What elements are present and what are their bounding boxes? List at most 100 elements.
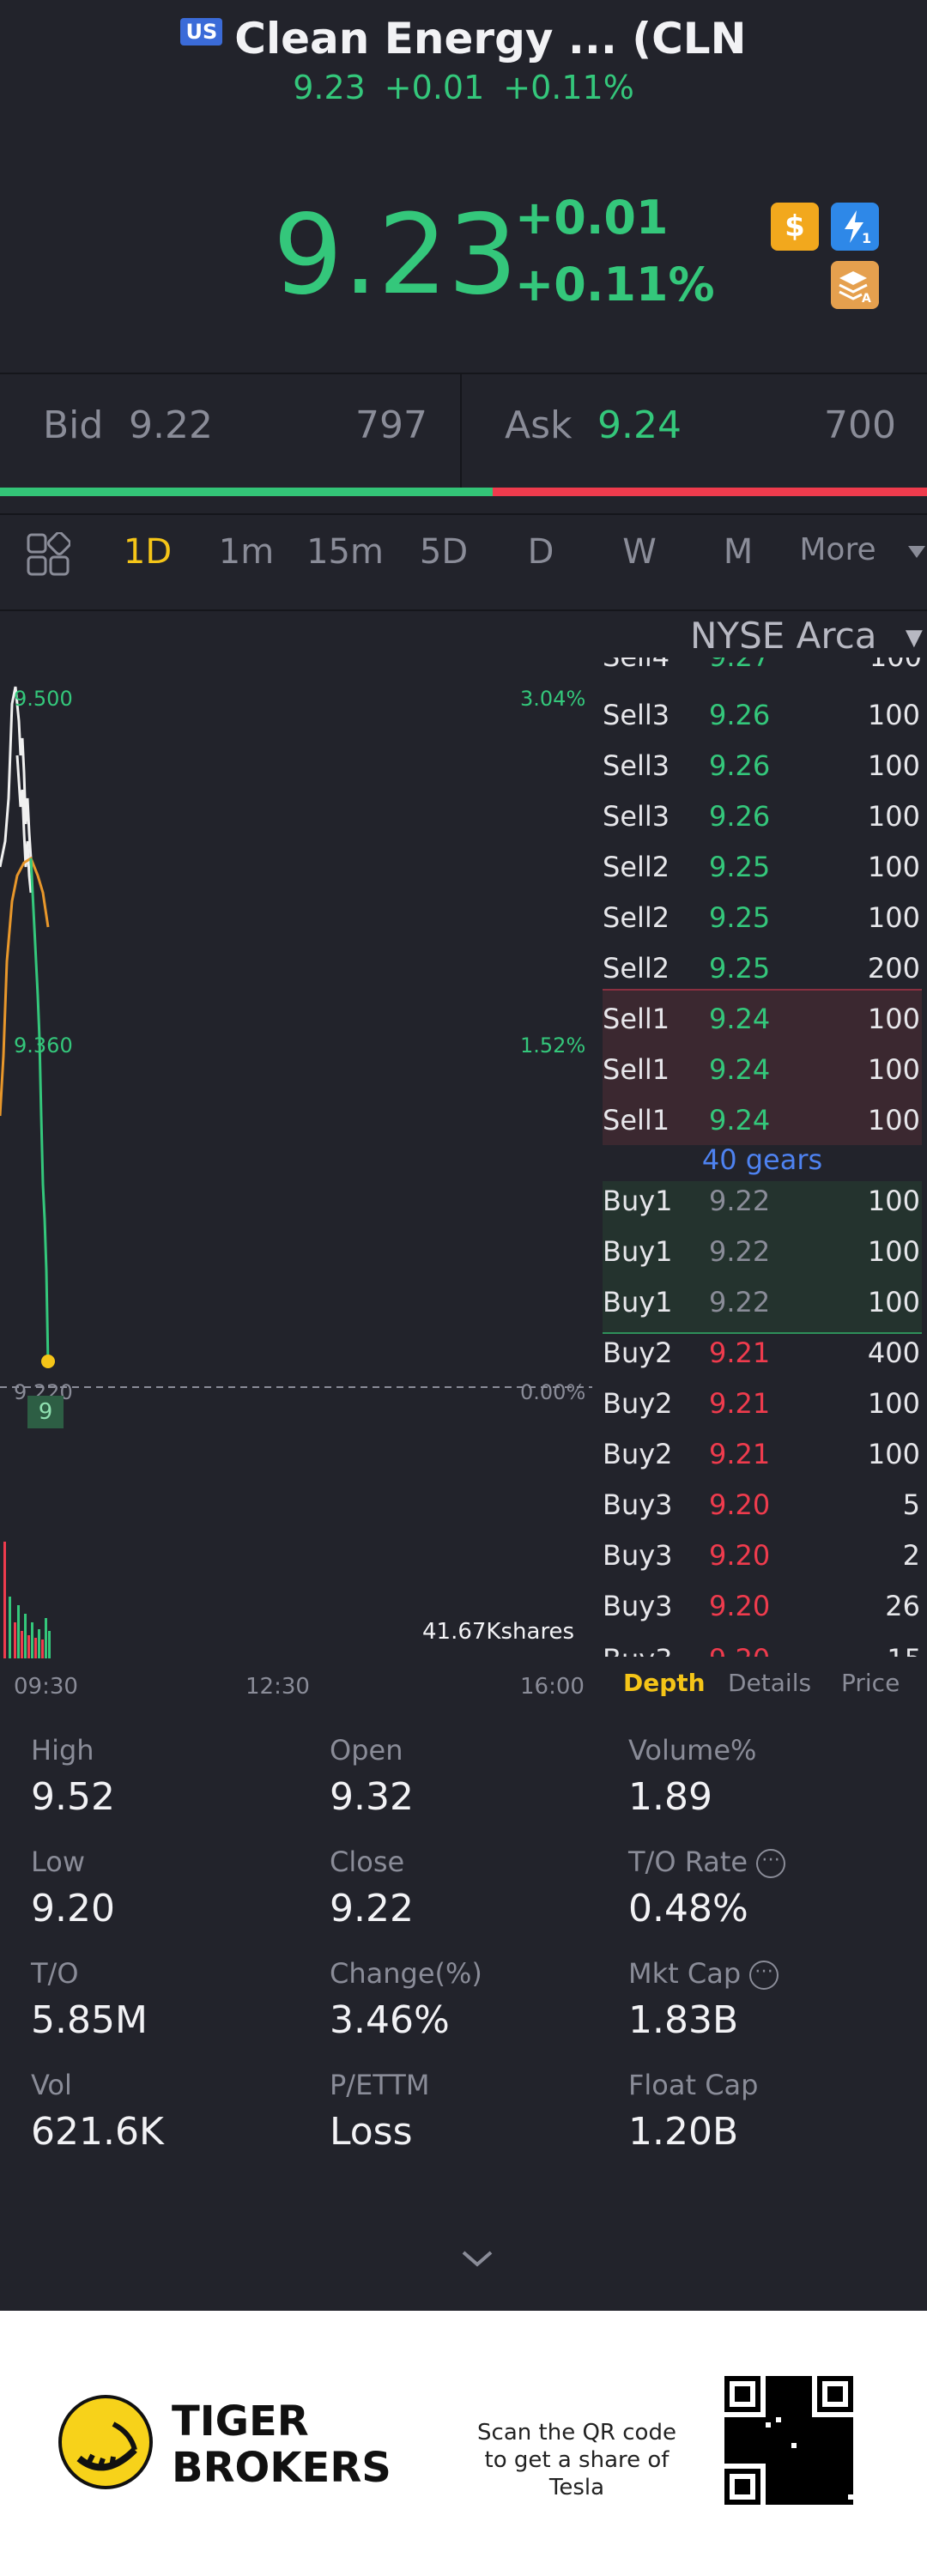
tab-w[interactable]: W [622, 532, 657, 572]
grid-icon[interactable] [26, 531, 71, 580]
exchange-label: NYSE Arca [690, 615, 877, 657]
tiger-logo-icon [58, 2395, 153, 2489]
depth-row-label: Buy3 [603, 1539, 673, 1572]
depth-row[interactable]: Buy3 9.20 26 [603, 1581, 922, 1631]
avg-line [0, 856, 50, 1117]
gears-label[interactable]: 40 gears [701, 1143, 823, 1176]
depth-row-label: Sell3 [603, 699, 670, 731]
trade-marker[interactable]: 9 [27, 1396, 64, 1428]
depth-row[interactable]: Buy2 9.21 100 [603, 1379, 922, 1428]
tab-d[interactable]: D [527, 532, 554, 572]
depth-row-label: Sell3 [603, 800, 670, 833]
stat-value: 5.85M [31, 1998, 148, 2042]
depth-row-qty: 100 [867, 851, 920, 883]
exchange-selector[interactable]: NYSE Arca ▼ [690, 615, 923, 657]
stat-label-text: Vol [31, 2069, 72, 2101]
tab-1m[interactable]: 1m [218, 532, 275, 572]
tab-details[interactable]: Details [728, 1669, 812, 1697]
stat-value: 1.89 [628, 1775, 712, 1819]
depth-row-label: Sell3 [603, 749, 670, 782]
stock-name: Clean Energy ... (CLN [234, 14, 747, 64]
svg-text:A: A [862, 292, 871, 304]
depth-row[interactable]: Sell3 9.26 100 [603, 791, 922, 841]
tab-more[interactable]: More [799, 532, 876, 567]
stat-value: 9.20 [31, 1887, 115, 1930]
depth-row-qty: 100 [867, 1185, 920, 1217]
sell1-highlight [603, 989, 922, 1145]
tab-price[interactable]: Price [841, 1669, 900, 1697]
depth-row-price: 9.25 [709, 901, 771, 934]
current-price: 9.23 [273, 191, 518, 319]
depth-tabs: Depth Details Price [603, 1662, 927, 1705]
stat-label-text: Mkt Cap [628, 1957, 742, 1990]
layers-icon[interactable]: A [831, 261, 879, 309]
header-change-pct: +0.11% [503, 69, 634, 106]
depth-row-price: 9.22 [709, 1286, 771, 1318]
stat-label: Open [330, 1734, 403, 1767]
time-label-close: 16:00 [520, 1674, 585, 1700]
depth-row[interactable]: Sell2 9.25 100 [603, 842, 922, 892]
tab-m[interactable]: M [723, 532, 754, 572]
flash-icon[interactable]: 1 [831, 203, 879, 251]
depth-row-qty: 400 [867, 1336, 920, 1369]
depth-row[interactable]: Sell2 9.25 100 [603, 893, 922, 943]
depth-row-label: Buy3 [603, 1488, 673, 1521]
timeframe-tabs [0, 513, 927, 611]
chart-pct-high: 3.04% [520, 687, 586, 711]
info-icon[interactable]: ⋯ [749, 1961, 779, 1990]
depth-row-label: Buy1 [603, 1185, 673, 1217]
ask-size: 700 [824, 403, 896, 447]
price-change-pct: +0.11% [515, 258, 715, 312]
depth-row-label: Buy2 [603, 1387, 673, 1420]
stat-label-text: Float Cap [628, 2069, 759, 2101]
depth-row[interactable]: Buy1 9.22 100 [603, 1277, 922, 1327]
stat-label-text: T/O Rate [628, 1846, 748, 1878]
depth-row[interactable]: Buy3 9.20 5 [603, 1480, 922, 1530]
depth-row[interactable]: Buy1 9.22 100 [603, 1176, 922, 1226]
stock-title: US Clean Energy ... (CLN [0, 7, 927, 70]
depth-row[interactable]: Buy2 9.21 100 [603, 1429, 922, 1479]
depth-row[interactable]: Sell3 9.26 100 [603, 741, 922, 791]
depth-row-label: Sell2 [603, 851, 670, 883]
expand-chevron-icon[interactable] [460, 2249, 494, 2273]
stat-label: Low [31, 1846, 85, 1878]
stat-label: Float Cap [628, 2069, 758, 2101]
stat-label-text: Open [330, 1734, 403, 1767]
depth-row-qty: 100 [867, 1438, 920, 1470]
stat-label-text: Volume% [628, 1734, 757, 1767]
tab-depth[interactable]: Depth [623, 1669, 706, 1697]
more-dropdown-icon[interactable] [908, 546, 925, 558]
tab-1d[interactable]: 1D [123, 532, 173, 572]
stat-label-text: Change(%) [330, 1957, 482, 1990]
depth-row-label: Sell2 [603, 901, 670, 934]
tab-5d[interactable]: 5D [419, 532, 469, 572]
depth-row[interactable]: Sell1 9.24 100 [603, 994, 922, 1044]
intraday-chart[interactable] [0, 670, 601, 1700]
depth-row-qty: 100 [867, 699, 920, 731]
depth-row[interactable]: Buy2 9.21 400 [603, 1328, 922, 1378]
header-change: +0.01 [384, 69, 485, 106]
stat-label-text: High [31, 1734, 94, 1767]
tab-15m[interactable]: 15m [306, 532, 384, 572]
info-icon[interactable]: ⋯ [756, 1849, 786, 1878]
stat-value: 1.83B [628, 1998, 739, 2042]
stat-value: 0.48% [628, 1887, 748, 1930]
depth-row-qty: 100 [867, 749, 920, 782]
stat-label-text: P/ETTM [330, 2069, 430, 2101]
depth-row-qty: 100 [867, 1286, 920, 1318]
depth-row[interactable]: Buy3 9.20 2 [603, 1530, 922, 1580]
depth-row[interactable]: Sell2 9.25 200 [603, 943, 922, 993]
depth-row[interactable]: Sell1 9.24 100 [603, 1095, 922, 1145]
depth-row-qty: 100 [867, 1003, 920, 1035]
dollar-icon[interactable]: $ [771, 203, 819, 251]
depth-row[interactable]: Sell3 9.26 100 [603, 690, 922, 740]
depth-row[interactable]: Sell1 9.24 100 [603, 1045, 922, 1094]
depth-row-price: 9.20 [709, 1539, 771, 1572]
bid-label: Bid [43, 403, 104, 447]
depth-row[interactable]: Buy1 9.22 100 [603, 1227, 922, 1276]
price-change: +0.01 [515, 191, 669, 245]
bid-ask-divider [460, 373, 462, 491]
depth-row-price: 9.26 [709, 749, 771, 782]
depth-row-label: Sell2 [603, 952, 670, 985]
